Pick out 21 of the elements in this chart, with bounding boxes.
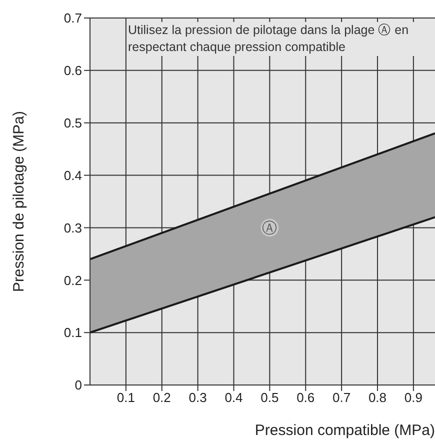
x-tick-label: 0.7 — [332, 390, 351, 406]
y-tick-label: 0.3 — [64, 220, 82, 236]
x-axis-title: Pression compatible (MPa) — [254, 422, 435, 439]
y-tick-label: 0.4 — [64, 168, 82, 183]
y-tick-label: 0.5 — [64, 115, 82, 130]
x-tick-label: 0.9 — [404, 390, 422, 406]
x-tick-label: 0.2 — [152, 390, 171, 406]
y-axis-title: Pression de pilotage (MPa) — [10, 111, 28, 292]
x-tick-label: 0.1 — [116, 390, 135, 406]
y-tick-label: 0.2 — [64, 272, 82, 288]
y-tick-label: 0.6 — [64, 63, 82, 78]
y-tick-label: 0.7 — [64, 10, 82, 26]
x-tick-label: 0.6 — [296, 390, 315, 406]
y-tick-label: 0 — [74, 378, 82, 393]
annotation: Ⓐ — [262, 220, 278, 238]
x-tick-label: 0.5 — [260, 390, 279, 406]
y-tick-label: 0.1 — [64, 325, 82, 340]
x-tick-label: 0.3 — [188, 390, 207, 406]
x-tick-label: 0.4 — [224, 390, 243, 406]
x-tick-label: 0.8 — [368, 390, 387, 406]
annotation: Utilisez la pression de pilotage dans la plage Ⓐ en respectant chaque pression compatible — [128, 22, 428, 56]
